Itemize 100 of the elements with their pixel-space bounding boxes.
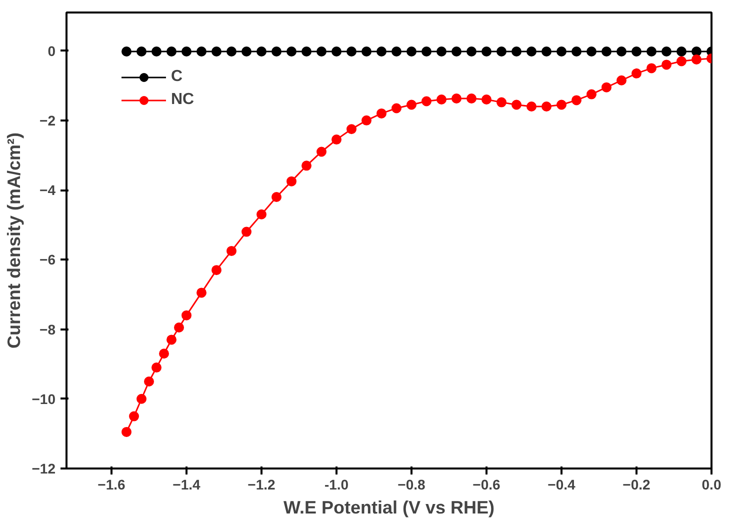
point: [144, 376, 154, 386]
x-tick-label: 0.0: [702, 476, 722, 492]
point: [242, 46, 252, 56]
point: [422, 46, 432, 56]
point: [602, 46, 612, 56]
point: [346, 46, 356, 56]
point: [556, 100, 566, 110]
point: [226, 246, 236, 256]
x-axis-title: W.E Potential (V vs RHE): [283, 498, 495, 518]
point: [676, 46, 686, 56]
point: [362, 46, 372, 56]
point: [376, 108, 386, 118]
point: [302, 46, 312, 56]
point: [556, 46, 566, 56]
point: [166, 334, 176, 345]
point: [376, 46, 386, 56]
point: [662, 60, 672, 70]
point: [346, 124, 356, 134]
point: [422, 96, 432, 106]
point: [152, 362, 162, 373]
point: [662, 46, 672, 56]
y-tick-label: −8: [40, 321, 56, 338]
point: [496, 97, 506, 108]
point: [512, 46, 522, 56]
x-tick-label: −0.8: [398, 476, 426, 492]
y-tick-label: −10: [32, 390, 56, 407]
point: [129, 411, 139, 422]
x-tick-label: −1.2: [248, 476, 276, 492]
point: [136, 46, 146, 56]
point: [632, 46, 642, 56]
point: [286, 46, 296, 56]
point: [452, 93, 462, 104]
point: [482, 94, 492, 105]
point: [212, 265, 222, 276]
y-axis-title: Current density (mA/cm²): [4, 132, 24, 349]
point: [676, 56, 686, 66]
point: [362, 115, 372, 126]
point: [166, 46, 176, 56]
point: [602, 82, 612, 92]
point: [392, 46, 402, 56]
point: [526, 46, 536, 56]
point: [152, 46, 162, 56]
point: [182, 310, 192, 320]
point: [406, 46, 416, 56]
point: [332, 134, 342, 145]
point: [616, 46, 626, 56]
point: [272, 46, 282, 56]
point: [586, 46, 596, 56]
point: [406, 100, 416, 110]
point: [212, 46, 222, 56]
point: [136, 394, 146, 404]
x-tick-label: −0.2: [622, 476, 651, 492]
point: [302, 160, 312, 171]
point: [122, 46, 132, 56]
point: [436, 46, 446, 56]
legend-label: NC: [171, 91, 194, 109]
point: [542, 46, 552, 56]
point: [256, 46, 266, 56]
y-tick-label: 0: [48, 42, 56, 59]
x-tick-label: −0.6: [472, 476, 501, 492]
y-tick-label: −6: [40, 252, 56, 268]
point: [174, 322, 184, 333]
point: [196, 288, 206, 298]
point: [466, 93, 476, 104]
point: [572, 95, 582, 106]
point: [272, 192, 282, 202]
point: [466, 46, 476, 56]
x-tick-label: −1.6: [98, 476, 126, 492]
x-tick-label: −0.4: [548, 476, 576, 492]
point: [392, 103, 402, 114]
point: [646, 46, 656, 56]
point: [286, 176, 296, 186]
point: [436, 94, 446, 105]
point: [586, 89, 596, 100]
y-tick-label: −4: [40, 182, 56, 198]
point: [316, 46, 326, 56]
point: [316, 146, 326, 157]
point: [512, 100, 522, 110]
point: [572, 46, 582, 56]
point: [616, 75, 626, 86]
x-tick-label: −1.4: [172, 476, 201, 492]
point: [182, 46, 192, 56]
point: [496, 46, 506, 56]
point: [482, 46, 492, 56]
legend-label: C: [171, 68, 184, 86]
point: [196, 46, 206, 56]
point: [526, 101, 536, 112]
point: [452, 46, 462, 56]
point: [692, 54, 702, 64]
point: [542, 101, 552, 112]
y-tick-label: −2: [40, 112, 56, 128]
point: [256, 209, 266, 220]
point: [646, 63, 656, 74]
point: [632, 68, 642, 78]
point: [159, 348, 169, 359]
y-tick-label: −12: [32, 460, 56, 476]
point: [122, 426, 132, 437]
point: [226, 46, 236, 56]
point: [332, 46, 342, 56]
point: [242, 226, 252, 237]
